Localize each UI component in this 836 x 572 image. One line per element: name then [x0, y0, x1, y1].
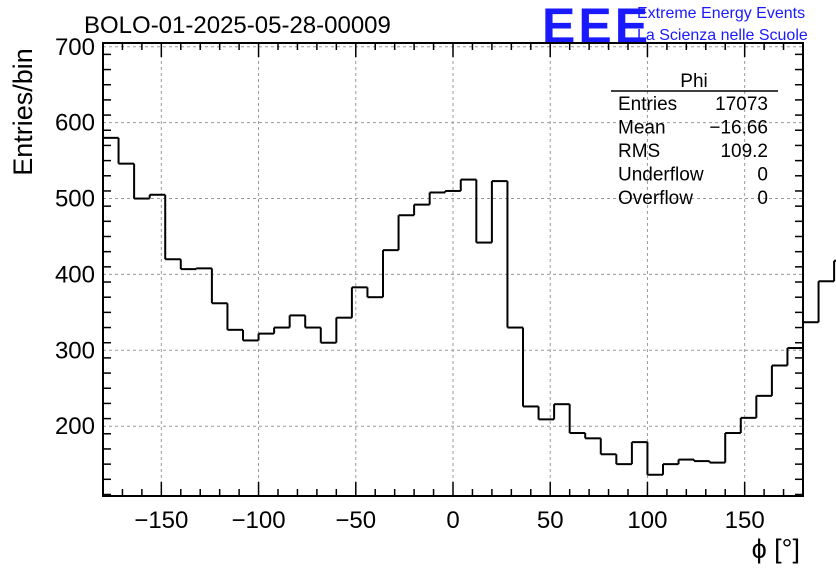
logo-line1: Extreme Energy Events	[637, 5, 805, 22]
histogram-bars	[102, 136, 836, 496]
x-tick-labels: −150 −100 −50 0 50 100 150	[134, 507, 764, 534]
y-tick-label: 200	[55, 413, 95, 440]
stats-rows: Entries 17073 Mean −16.66 RMS 109.2 Underflow 0…	[618, 94, 768, 209]
stats-label: Entries	[618, 94, 677, 115]
x-tick-label: 150	[725, 507, 765, 534]
x-axis-title: ϕ [°]	[752, 534, 800, 564]
y-tick-label: 700	[55, 34, 95, 61]
x-tick-label: 0	[446, 507, 459, 534]
x-tick-label: −100	[232, 507, 286, 534]
x-tick-label: −150	[134, 507, 188, 534]
y-axis-title: Entries/bin	[8, 48, 38, 176]
stats-value: 0	[757, 188, 768, 209]
x-tick-label: −50	[335, 507, 376, 534]
stats-label: Mean	[618, 118, 666, 139]
stats-value: −16.66	[709, 118, 768, 139]
x-tick-label: 50	[537, 507, 564, 534]
logo-letters: EEE	[542, 0, 651, 54]
y-tick-label: 500	[55, 186, 95, 213]
y-tick-label: 600	[55, 110, 95, 137]
stats-value: 0	[757, 165, 768, 186]
stats-label: Overflow	[618, 188, 693, 209]
chart-title: BOLO-01-2025-05-28-00009	[84, 12, 391, 39]
logo-line2: La Scienza nelle Scuole	[637, 27, 808, 44]
x-tick-label: 100	[627, 507, 667, 534]
stats-value: 109.2	[720, 141, 768, 162]
y-tick-labels: 200 300 400 500 600 700	[55, 34, 95, 440]
axis-ticks	[102, 43, 804, 496]
stats-label: Underflow	[618, 165, 704, 186]
stats-value: 17073	[715, 94, 768, 115]
grid	[103, 43, 803, 496]
stats-box: Phi Entries 17073 Mean −16.66 RMS 109.2 Underf…	[611, 71, 778, 209]
stats-label: RMS	[618, 141, 660, 162]
y-tick-label: 400	[55, 261, 95, 288]
stats-title: Phi	[680, 71, 707, 92]
eee-logo: EEE Extreme Energy Events La Scienza nel…	[542, 0, 808, 54]
y-tick-label: 300	[55, 337, 95, 364]
